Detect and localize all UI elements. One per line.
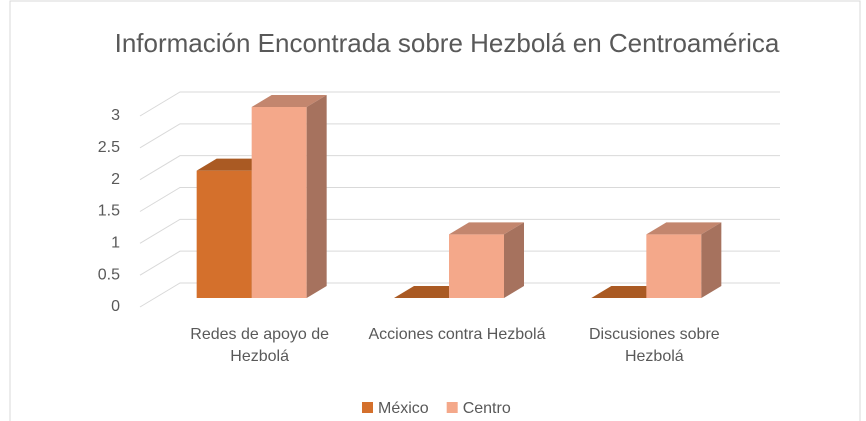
x-tick-label: Redes de apoyo de Hezbolá <box>190 326 330 365</box>
y-tick-label: 0 <box>111 298 120 315</box>
grid-line <box>139 123 780 149</box>
bar-top <box>251 95 327 107</box>
grid-line <box>139 282 780 308</box>
grid-line <box>139 218 780 244</box>
bar <box>251 107 307 298</box>
legend-swatch <box>362 402 373 413</box>
y-tick-label: 1 <box>111 235 120 252</box>
legend-swatch <box>446 402 458 413</box>
grid-line <box>139 91 780 117</box>
chart-title: Información Encontrada sobre Hezbolá en … <box>115 28 780 58</box>
chart-border <box>9 0 861 421</box>
y-tick-label: 2.5 <box>98 139 120 156</box>
bar-side <box>306 95 327 298</box>
x-tick-label: Acciones contra Hezbolá <box>368 326 546 343</box>
bar-side <box>701 222 722 298</box>
y-tick-label: 1.5 <box>98 203 120 220</box>
bar <box>646 234 702 298</box>
y-tick-label: 0.5 <box>98 266 120 283</box>
legend-label: México <box>378 400 429 417</box>
grid-line <box>139 155 780 181</box>
bar <box>449 234 504 298</box>
grid-line <box>139 187 780 212</box>
x-tick-label: Discusiones sobre Hezbolá <box>588 326 720 365</box>
y-tick-label: 3 <box>111 107 120 124</box>
bar-side <box>504 222 524 298</box>
y-tick-label: 2 <box>111 171 120 188</box>
grid-line <box>139 250 780 276</box>
legend-label: Centro <box>463 400 511 417</box>
bar <box>196 170 252 298</box>
bar-top <box>646 222 722 235</box>
bar-top <box>449 222 524 235</box>
